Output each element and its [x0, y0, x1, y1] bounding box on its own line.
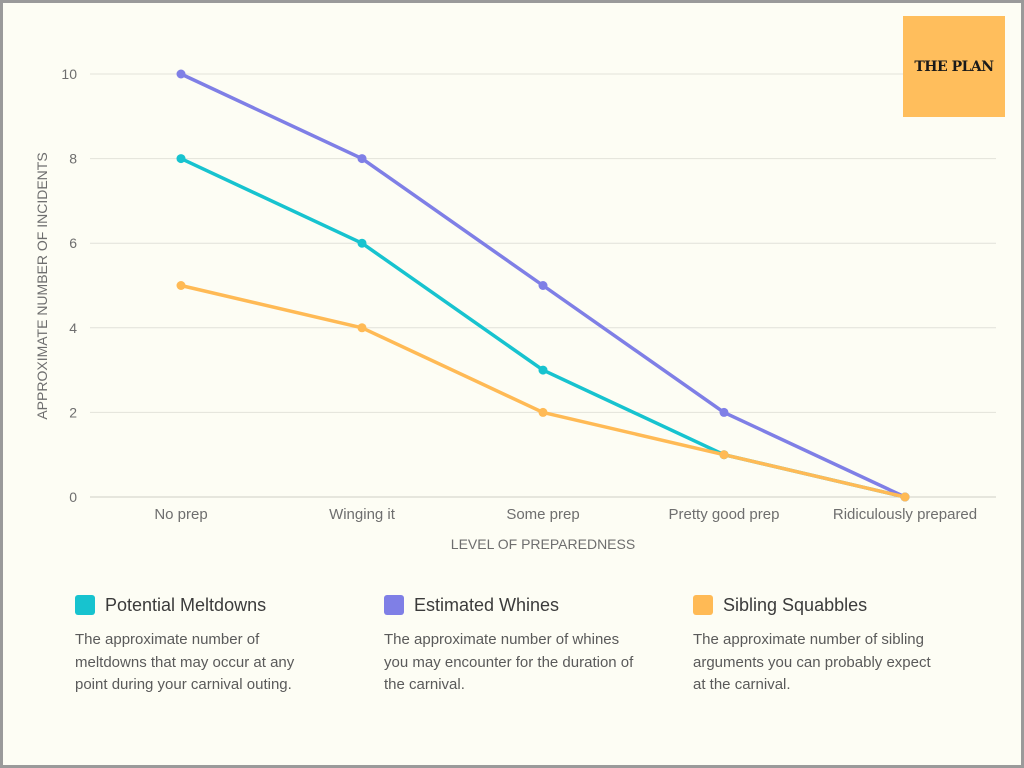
legend-swatch-whines: [384, 595, 404, 615]
legend-swatch-meltdowns: [75, 595, 95, 615]
data-point-2: [538, 407, 548, 417]
logo-text: THE PLAN: [914, 58, 994, 75]
y-tick-label: 0: [69, 489, 77, 505]
series-line-2: [179, 283, 907, 499]
legend-name-whines: Estimated Whines: [414, 594, 560, 615]
data-point-2: [176, 281, 186, 290]
x-tick-label: Ridiculously prepared: [833, 506, 977, 523]
x-tick-label: Pretty good prep: [669, 506, 780, 523]
data-point-1: [538, 281, 548, 290]
legend-item-squabbles: Sibling Squabbles The approximate number…: [693, 593, 953, 697]
y-axis-title: APPROXIMATE NUMBER OF INCIDENTS: [34, 152, 50, 419]
data-point-1: [176, 69, 186, 79]
data-point-1: [357, 154, 367, 164]
legend-swatch-squabbles: [693, 595, 713, 615]
data-point-0: [357, 238, 367, 248]
legend-name-meltdowns: Potential Meltdowns: [105, 594, 267, 615]
data-point-0: [538, 365, 548, 375]
y-tick-label: 4: [69, 320, 77, 336]
x-tick-label: Winging it: [329, 506, 396, 523]
legend-name-squabbles: Sibling Squabbles: [723, 594, 868, 615]
legend-item-meltdowns: Potential Meltdowns The approximate numb…: [75, 593, 335, 697]
legend-desc-squabbles: The approximate number of sibling argume…: [693, 631, 931, 693]
x-tick-label: Some prep: [506, 506, 579, 523]
legend-item-whines: Estimated Whines The approximate number …: [384, 593, 644, 697]
x-tick-label: No prep: [154, 506, 207, 523]
data-point-0: [176, 154, 186, 164]
x-axis-title: LEVEL OF PREPAREDNESS: [451, 536, 635, 552]
data-point-2: [900, 492, 910, 502]
data-point-2: [357, 323, 367, 333]
line-chart: 0 2 4 6 8 10 No prep Winging it Some prep Pretty …: [34, 66, 996, 552]
y-tick-label: 10: [61, 66, 77, 82]
data-point-1: [719, 407, 729, 417]
chart-frame: 0 2 4 6 8 10 No prep Winging it Some prep Pretty …: [3, 3, 1021, 765]
y-tick-label: 2: [69, 404, 77, 420]
logo-badge: THE PLAN: [903, 16, 1005, 117]
data-point-2: [719, 450, 729, 460]
legend-desc-whines: The approximate number of whines you may…: [384, 631, 634, 693]
y-tick-label: 8: [69, 151, 77, 167]
y-tick-label: 6: [69, 235, 77, 251]
legend-desc-meltdowns: The approximate number of meltdowns that…: [75, 631, 295, 693]
